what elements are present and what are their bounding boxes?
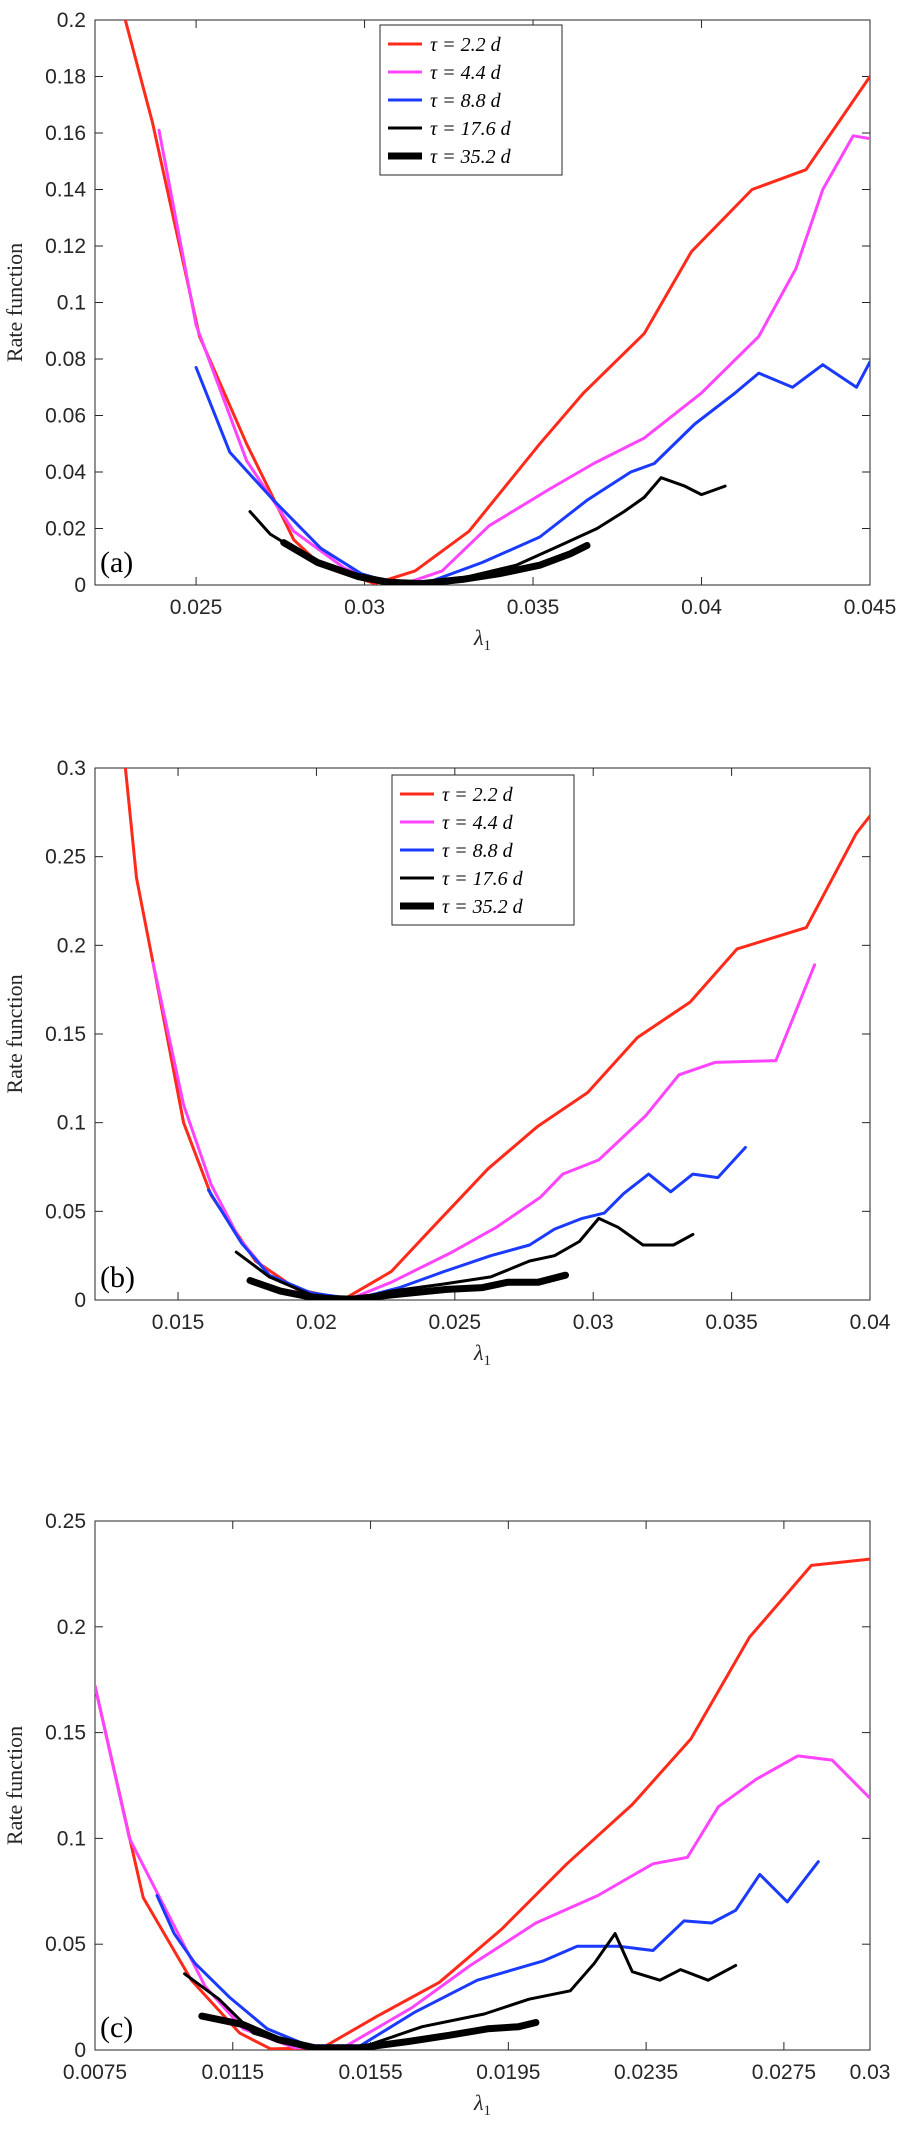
series-line bbox=[155, 1860, 820, 2048]
x-tick-label: 0.015 bbox=[152, 1311, 205, 1334]
y-tick-label: 0 bbox=[74, 574, 86, 597]
x-axis-label-subscript: 1 bbox=[484, 2103, 492, 2119]
x-tick-label: 0.03 bbox=[344, 596, 385, 619]
x-tick-label: 0.0155 bbox=[338, 2061, 402, 2084]
x-axis-label-symbol: λ bbox=[473, 1340, 484, 1365]
y-tick-label: 0.04 bbox=[45, 461, 86, 484]
y-tick-label: 0.1 bbox=[57, 1112, 86, 1135]
legend-entry: τ = 2.2 d bbox=[430, 34, 502, 56]
x-tick-label: 0.045 bbox=[844, 596, 897, 619]
legend-entry: τ = 2.2 d bbox=[442, 784, 514, 806]
legend: τ = 2.2 d τ = 4.4 d τ = 8.8 d τ = 17.6 d τ =… bbox=[379, 24, 563, 176]
y-tick-label: 0.18 bbox=[45, 66, 86, 89]
y-tick-label: 0.1 bbox=[57, 1827, 86, 1850]
panel-label: (b) bbox=[100, 1261, 135, 1294]
x-tick-label: 0.0115 bbox=[201, 2061, 264, 2084]
series-line bbox=[280, 539, 591, 585]
y-tick-label: 0.05 bbox=[45, 1200, 86, 1223]
series-line bbox=[157, 128, 870, 585]
series-line bbox=[194, 360, 870, 585]
series-group bbox=[123, 768, 870, 1300]
x-tick-label: 0.0075 bbox=[63, 2061, 127, 2084]
series-group bbox=[123, 20, 870, 585]
series-line bbox=[123, 768, 870, 1300]
series-line bbox=[198, 2012, 540, 2050]
legend-entry: τ = 8.8 d bbox=[430, 90, 502, 112]
x-tick-label: 0.025 bbox=[429, 1311, 482, 1334]
x-tick-label: 0.0235 bbox=[614, 2061, 678, 2084]
series-line bbox=[95, 1557, 870, 2050]
y-tick-label: 0.15 bbox=[45, 1023, 86, 1046]
series-line bbox=[95, 1684, 870, 2050]
x-axis-label-symbol: λ bbox=[473, 625, 484, 650]
x-axis-label-subscript: 1 bbox=[484, 638, 492, 654]
y-tick-label: 0.15 bbox=[45, 1722, 86, 1745]
panel-label: (a) bbox=[100, 546, 133, 579]
y-axis-label: Rate function bbox=[2, 243, 27, 362]
y-tick-label: 0 bbox=[74, 1289, 86, 1312]
legend-entry: τ = 4.4 d bbox=[430, 62, 502, 84]
y-axis-label: Rate function bbox=[2, 1726, 27, 1845]
legend: τ = 2.2 d τ = 4.4 d τ = 8.8 d τ = 17.6 d τ =… bbox=[391, 774, 575, 926]
y-tick-label: 0.08 bbox=[45, 348, 86, 371]
x-axis-label: λ1 bbox=[473, 625, 491, 654]
legend-entry: τ = 35.2 d bbox=[442, 896, 524, 918]
x-axis-label-symbol: λ bbox=[473, 2090, 484, 2115]
y-tick-label: 0.06 bbox=[45, 405, 86, 428]
y-tick-label: 0.2 bbox=[57, 1616, 86, 1639]
chart-panel: 0.0075 0.0115 0.0155 0.0195 0.0235 0.0275 0.03… bbox=[2, 1510, 890, 2119]
y-tick-label: 0.1 bbox=[57, 292, 86, 315]
y-tick-label: 0.05 bbox=[45, 1933, 86, 1956]
legend-entry: τ = 4.4 d bbox=[442, 812, 514, 834]
x-tick-label: 0.035 bbox=[705, 1311, 758, 1334]
x-axis-label-subscript: 1 bbox=[484, 1353, 492, 1369]
x-tick-label: 0.035 bbox=[507, 596, 560, 619]
y-tick-label: 0.2 bbox=[57, 9, 86, 32]
chart-panel: 0.015 0.02 0.025 0.03 0.035 0.04 0 0.05 0.1 0.15 0… bbox=[2, 757, 891, 1369]
chart-panel: 0.025 0.03 0.035 0.04 0.045 0 0.02 0.04 0.06 0.08… bbox=[2, 9, 896, 654]
x-tick-label: 0.0195 bbox=[476, 2061, 540, 2084]
x-tick-label: 0.04 bbox=[850, 1311, 891, 1334]
y-tick-label: 0.12 bbox=[45, 235, 86, 258]
series-group bbox=[95, 1557, 870, 2050]
y-tick-label: 0 bbox=[74, 2039, 86, 2062]
series-line bbox=[207, 1146, 747, 1300]
series-line bbox=[123, 20, 870, 585]
y-tick-label: 0.16 bbox=[45, 122, 86, 145]
x-tick-label: 0.02 bbox=[296, 1311, 337, 1334]
x-tick-label: 0.04 bbox=[681, 596, 722, 619]
series-line bbox=[248, 476, 727, 585]
series-line bbox=[151, 961, 817, 1300]
legend-entry: τ = 35.2 d bbox=[430, 146, 512, 168]
y-tick-label: 0.14 bbox=[45, 179, 86, 202]
y-axis-label: Rate function bbox=[2, 974, 27, 1093]
y-tick-label: 0.02 bbox=[45, 518, 86, 541]
y-tick-label: 0.25 bbox=[45, 1510, 86, 1533]
x-axis-label: λ1 bbox=[473, 1340, 491, 1369]
x-tick-label: 0.0275 bbox=[752, 2061, 816, 2084]
plot-area-box bbox=[94, 1520, 871, 2051]
legend-entry: τ = 8.8 d bbox=[442, 840, 514, 862]
x-tick-label: 0.03 bbox=[850, 2061, 891, 2084]
legend-entry: τ = 17.6 d bbox=[430, 118, 512, 140]
x-tick-label: 0.03 bbox=[573, 1311, 614, 1334]
legend-entry: τ = 17.6 d bbox=[442, 868, 524, 890]
y-tick-label: 0.2 bbox=[57, 934, 86, 957]
series-line bbox=[246, 1271, 569, 1300]
x-tick-label: 0.025 bbox=[170, 596, 223, 619]
y-tick-label: 0.3 bbox=[57, 757, 86, 780]
x-axis-label: λ1 bbox=[473, 2090, 491, 2119]
panel-label: (c) bbox=[100, 2011, 133, 2044]
y-tick-label: 0.25 bbox=[45, 846, 86, 869]
